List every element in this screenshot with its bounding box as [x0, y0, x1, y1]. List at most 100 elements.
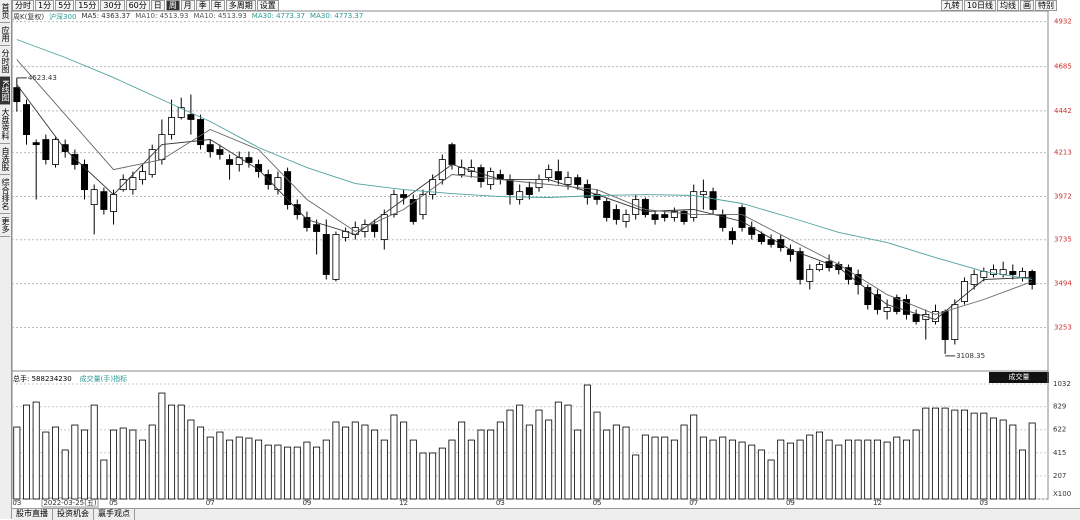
- candle-body: [1019, 271, 1026, 278]
- volume-bar: [902, 439, 910, 500]
- candle-body: [603, 201, 611, 218]
- legend-item: 周K(复权): [13, 13, 45, 21]
- volume-bar: [400, 421, 408, 500]
- volume-bar: [226, 439, 234, 500]
- sidebar-tab[interactable]: 大盘资料: [0, 105, 10, 145]
- candle-body: [506, 179, 514, 195]
- candle-body: [806, 269, 814, 282]
- volume-bar: [748, 444, 756, 500]
- volume-bar: [448, 439, 456, 500]
- candle-body: [110, 194, 118, 212]
- x-tick-label: 09: [786, 499, 795, 507]
- sidebar-tab[interactable]: 更多: [0, 214, 10, 238]
- candle-body: [71, 154, 79, 165]
- sidebar-tab[interactable]: 应用: [0, 23, 10, 46]
- y-tick-label: 4442: [1054, 107, 1072, 115]
- ma-line: [16, 39, 1033, 280]
- legend-item: MA10: 4513.93: [193, 12, 247, 20]
- legend-item: MA5: 4363.37: [81, 12, 131, 20]
- volume-bar: [661, 436, 669, 500]
- candle-body: [757, 234, 765, 242]
- candle-body: [980, 271, 988, 278]
- volume-bar: [361, 424, 369, 500]
- candle-body: [651, 214, 659, 220]
- x-tick-label: 09: [302, 499, 311, 507]
- volume-bar: [168, 404, 176, 500]
- sidebar-tab[interactable]: 首页: [0, 0, 10, 23]
- high-annotation: 4623.43: [28, 74, 57, 82]
- volume-bar: [612, 424, 620, 500]
- candle-body: [941, 311, 949, 340]
- volume-bar: [206, 436, 214, 500]
- sidebar-tab[interactable]: K线图: [0, 77, 10, 106]
- volume-selector[interactable]: 成交量: [989, 372, 1049, 383]
- volume-bar: [922, 407, 930, 500]
- y-tick-label: 207: [1053, 472, 1066, 480]
- volume-bar: [786, 442, 794, 500]
- bottom-tab[interactable]: 股市直播: [12, 509, 53, 520]
- candle-body: [197, 119, 205, 146]
- volume-bar: [129, 429, 137, 500]
- volume-bar: [912, 429, 920, 500]
- volume-bar: [893, 436, 901, 500]
- y-tick-label: 1032: [1053, 380, 1071, 388]
- candle-body: [129, 177, 137, 191]
- ma-line: [16, 59, 1033, 315]
- volume-total: 总手: 588234230: [13, 375, 72, 383]
- candle-body: [670, 211, 678, 218]
- volume-bar: [593, 411, 601, 500]
- volume-bar: [419, 452, 427, 500]
- bottom-tabs: 股市直播 投资机会 赢手观点: [12, 508, 1080, 520]
- candle-body: [951, 304, 959, 340]
- candle-body: [13, 87, 21, 103]
- y-tick-label: 415: [1053, 449, 1066, 457]
- candle-body: [1009, 271, 1017, 275]
- volume-bar: [980, 412, 988, 500]
- candle-body: [661, 214, 669, 218]
- volume-bar: [545, 419, 553, 500]
- volume-bar: [641, 434, 649, 500]
- volume-bar: [583, 384, 591, 500]
- volume-bar: [632, 454, 640, 500]
- volume-bar: [71, 424, 79, 500]
- volume-bar: [409, 439, 417, 500]
- y-tick-label: 4932: [1054, 18, 1072, 26]
- y-tick-label: X100: [1053, 490, 1071, 498]
- candle-body: [796, 251, 804, 280]
- candle-body: [641, 199, 649, 215]
- volume-indicator: 成交量(手)指标: [79, 375, 128, 383]
- x-tick-label: 05: [593, 499, 602, 507]
- bottom-tab[interactable]: 投资机会: [53, 509, 94, 520]
- cursor-box: [41, 497, 99, 508]
- bottom-tab[interactable]: 赢手观点: [94, 509, 135, 520]
- candle-body: [728, 231, 736, 240]
- sidebar-tab[interactable]: 分时图: [0, 46, 10, 77]
- volume-bar: [332, 421, 340, 500]
- candle-body: [574, 177, 582, 185]
- volume-bar: [177, 404, 185, 500]
- candle-body: [332, 234, 340, 280]
- volume-bar: [438, 447, 446, 500]
- volume-bar: [1028, 422, 1036, 500]
- volume-bar: [52, 426, 60, 500]
- candle-body: [844, 267, 852, 280]
- volume-bar: [680, 424, 688, 500]
- volume-bar: [487, 429, 495, 500]
- candle-body: [912, 314, 920, 322]
- sidebar-tab[interactable]: 自选股: [0, 144, 10, 176]
- volume-bar: [90, 404, 98, 500]
- volume-bar: [535, 409, 543, 500]
- volume-bar: [158, 392, 166, 500]
- sidebar-tab[interactable]: 综合排名: [0, 175, 10, 215]
- volume-bar: [110, 429, 118, 500]
- candle-body: [815, 264, 823, 271]
- candle-body: [738, 207, 746, 228]
- volume-bar: [506, 409, 514, 500]
- y-tick-label: 3735: [1054, 236, 1072, 244]
- candle-body: [400, 194, 408, 198]
- ma-line: [16, 84, 1033, 321]
- legend-item: MA30: 4773.37: [251, 12, 306, 20]
- volume-bar: [999, 419, 1007, 500]
- candle-body: [139, 171, 147, 181]
- candle-body: [61, 144, 69, 152]
